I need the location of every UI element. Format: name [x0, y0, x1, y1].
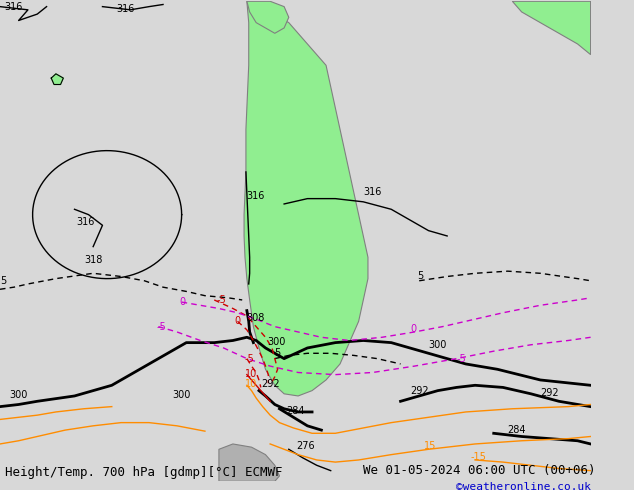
Text: 316: 316	[363, 188, 382, 197]
Text: 308: 308	[246, 313, 264, 323]
Text: 300: 300	[429, 340, 447, 350]
Text: 316: 316	[117, 4, 135, 14]
Text: 300: 300	[268, 337, 286, 347]
Text: 10: 10	[245, 369, 257, 379]
Text: 0: 0	[180, 297, 186, 307]
Text: 284: 284	[508, 425, 526, 435]
Text: -15: -15	[470, 452, 486, 462]
Text: 15: 15	[424, 441, 436, 451]
Polygon shape	[219, 444, 280, 481]
Text: 300: 300	[172, 390, 191, 400]
Text: 316: 316	[4, 2, 23, 12]
Text: 0: 0	[410, 324, 416, 334]
Text: 5: 5	[417, 270, 424, 281]
Polygon shape	[247, 1, 288, 33]
Text: 5: 5	[274, 348, 280, 359]
Text: -5: -5	[456, 354, 466, 364]
Text: 316: 316	[76, 217, 94, 227]
Text: ©weatheronline.co.uk: ©weatheronline.co.uk	[456, 482, 592, 490]
Text: -5: -5	[157, 322, 166, 332]
Text: 292: 292	[540, 388, 559, 398]
Text: 276: 276	[296, 441, 315, 451]
Text: 292: 292	[410, 386, 429, 396]
Text: 284: 284	[286, 406, 304, 416]
Text: 318: 318	[84, 255, 102, 265]
Text: -5: -5	[216, 295, 226, 305]
Polygon shape	[51, 74, 63, 84]
Text: 292: 292	[261, 379, 280, 390]
Text: 10: 10	[245, 379, 257, 390]
Polygon shape	[512, 1, 591, 54]
Text: 5: 5	[0, 276, 6, 286]
Text: 0: 0	[235, 317, 241, 326]
Text: 316: 316	[246, 191, 264, 200]
Text: 300: 300	[10, 390, 28, 400]
Text: We 01-05-2024 06:00 UTC (00+06): We 01-05-2024 06:00 UTC (00+06)	[363, 464, 596, 477]
Text: -5: -5	[244, 354, 254, 364]
Polygon shape	[244, 1, 368, 396]
Text: Height/Temp. 700 hPa [gdmp][°C] ECMWF: Height/Temp. 700 hPa [gdmp][°C] ECMWF	[4, 466, 282, 479]
